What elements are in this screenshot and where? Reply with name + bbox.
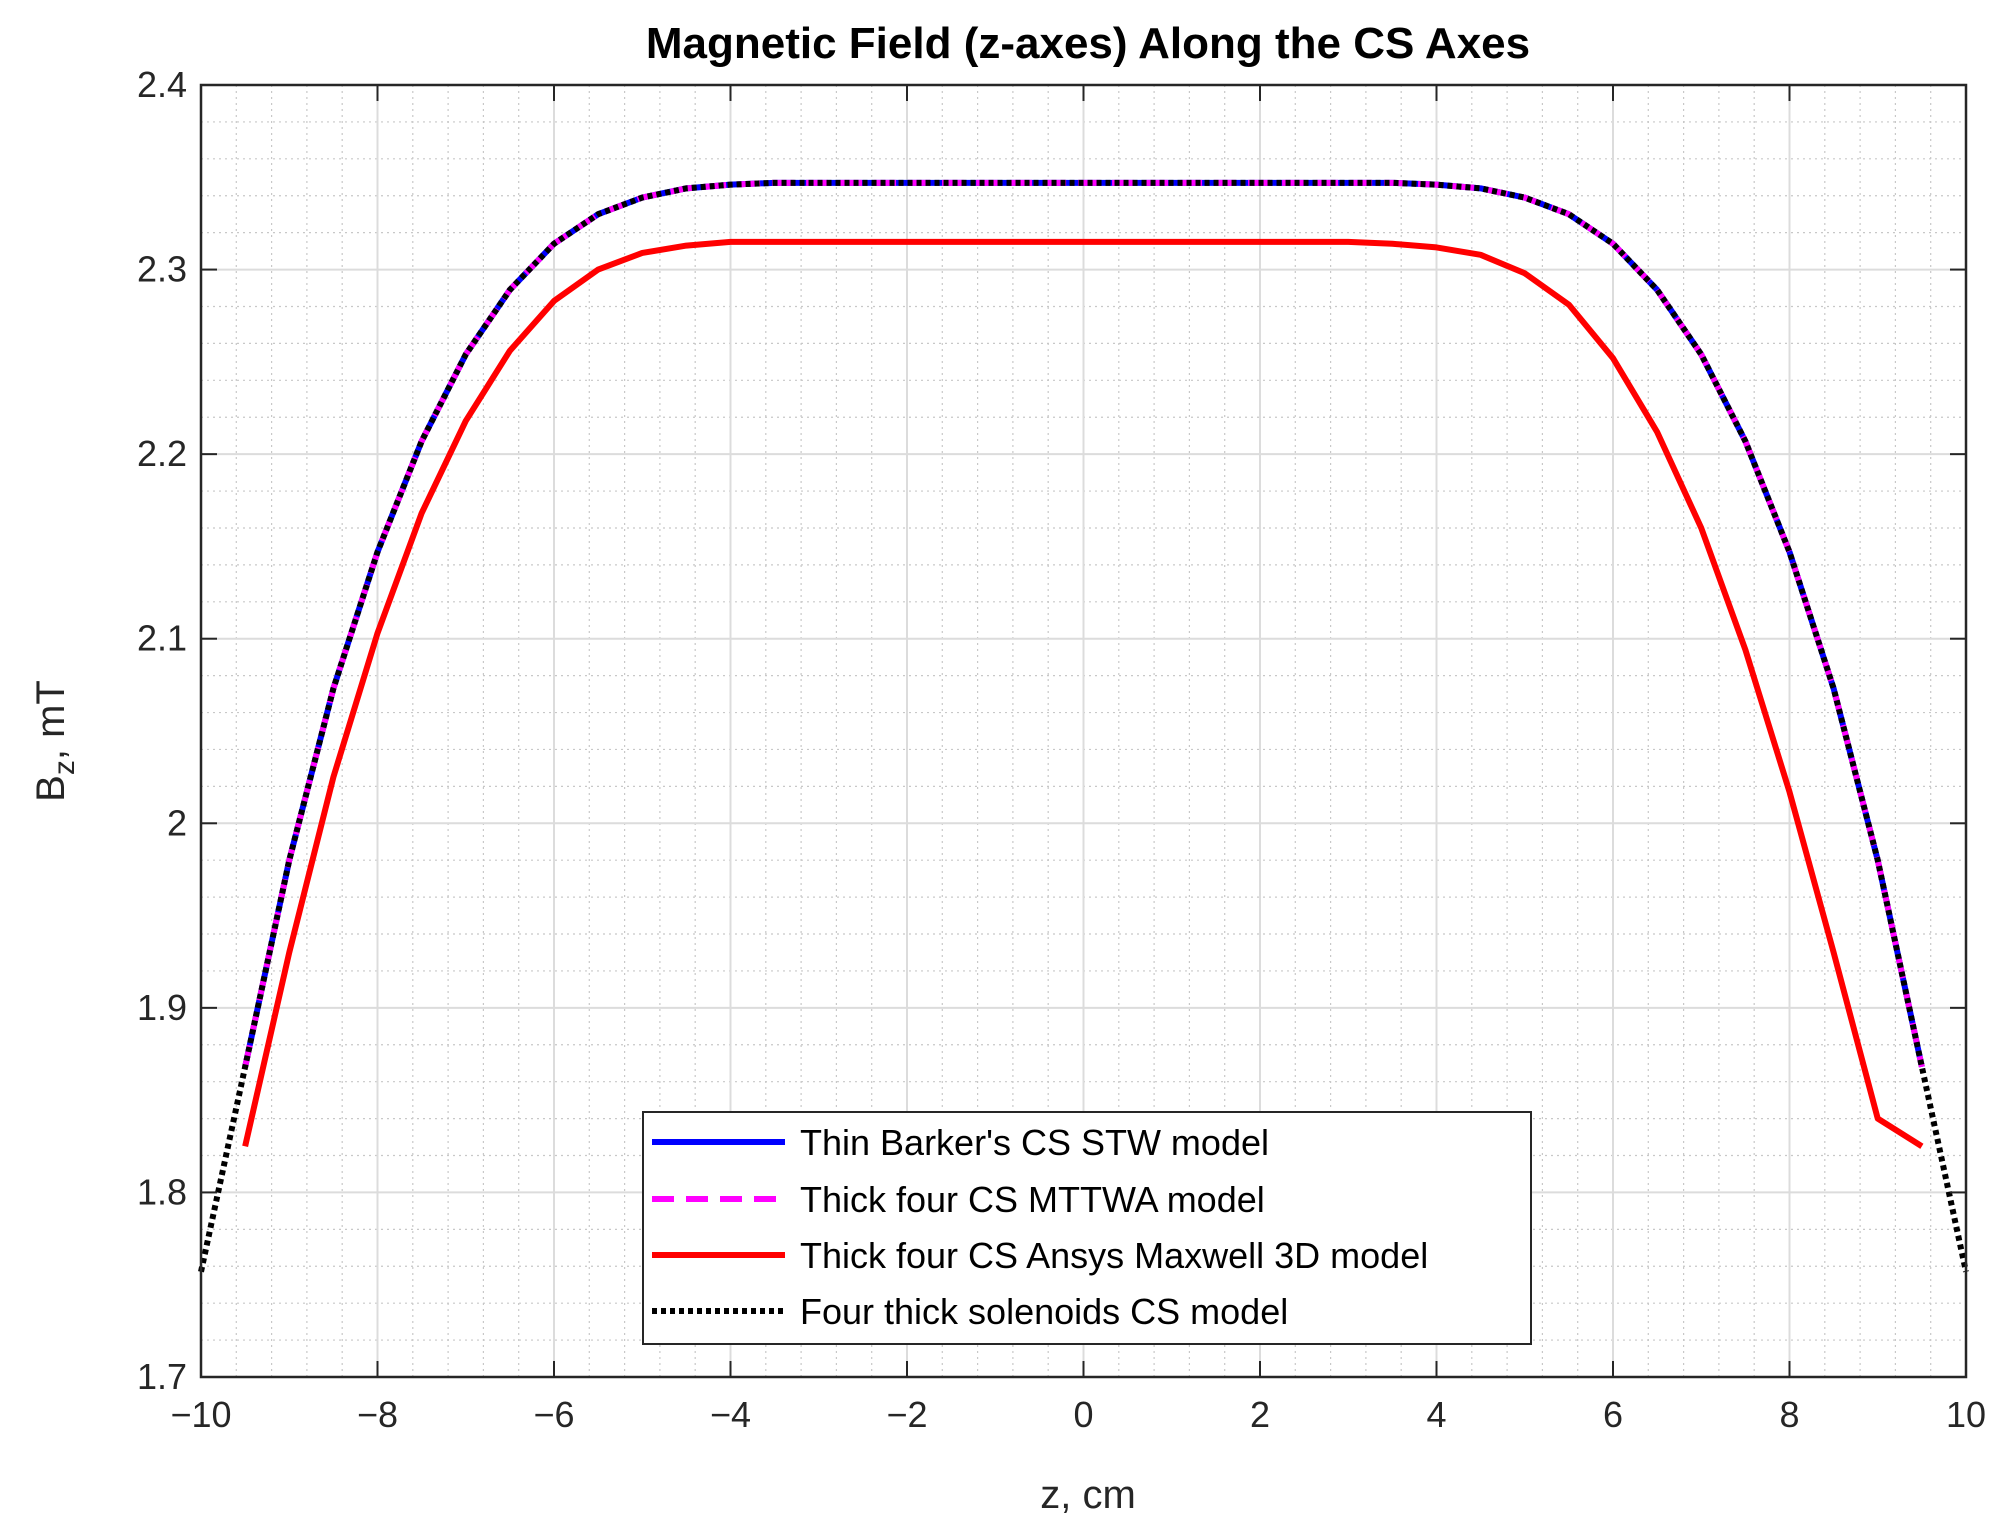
x-tick-label: −10 (170, 1394, 231, 1435)
legend-box (642, 1111, 1532, 1345)
y-axis-label: Bz, mT (29, 680, 81, 802)
legend-label-3: Thick four CS Ansys Maxwell 3D model (800, 1235, 1428, 1276)
x-tick-label: −6 (533, 1394, 574, 1435)
series-line-3 (242, 238, 1924, 1149)
legend-label-2: Thick four CS MTTWA model (800, 1179, 1265, 1220)
x-tick-label: 4 (1426, 1394, 1446, 1435)
x-tick-label: 6 (1603, 1394, 1623, 1435)
x-tick-label: −4 (710, 1394, 751, 1435)
legend-label-4: Four thick solenoids CS model (800, 1291, 1288, 1332)
chart-title: Magnetic Field (z-axes) Along the CS Axe… (646, 19, 1530, 68)
axes-layer (199, 83, 1968, 1379)
y-tick-label: 1.9 (137, 987, 187, 1028)
y-tick-label: 2.1 (137, 618, 187, 659)
y-tick-label: 1.7 (137, 1356, 187, 1397)
series-line-4 (198, 179, 1969, 1273)
y-tick-label: 2.3 (137, 249, 187, 290)
x-tick-label: −2 (886, 1394, 927, 1435)
y-axis-label-sub: z (48, 760, 81, 775)
series-layer (198, 179, 1969, 1273)
legend-label-1: Thin Barker's CS STW model (800, 1122, 1269, 1163)
x-axis-label: z, cm (1040, 1473, 1136, 1517)
y-tick-label: 2 (167, 802, 187, 843)
y-tick-label: 2.2 (137, 433, 187, 474)
x-tick-label: 0 (1073, 1394, 1093, 1435)
y-tick-label: 2.4 (137, 64, 187, 105)
x-tick-label: 8 (1779, 1394, 1799, 1435)
tick-labels: −10 −8 −6 −4 −2 0 2 4 6 8 10 1.7 1.8 1.9 2 2.1 2.2 2.3 2.4 (137, 64, 1986, 1435)
legend: Thin Barker's CS STW model Thick four CS … (642, 1111, 1532, 1345)
x-tick-label: −8 (357, 1394, 398, 1435)
legend-entries: Thin Barker's CS STW model Thick four CS … (652, 1122, 1428, 1332)
y-axis-label-main: B (29, 775, 73, 802)
x-tick-label: 10 (1946, 1394, 1986, 1435)
y-axis-label-rest: , mT (29, 680, 73, 760)
y-tick-label: 1.8 (137, 1171, 187, 1212)
axes-box (199, 83, 1968, 1379)
x-tick-label: 2 (1250, 1394, 1270, 1435)
